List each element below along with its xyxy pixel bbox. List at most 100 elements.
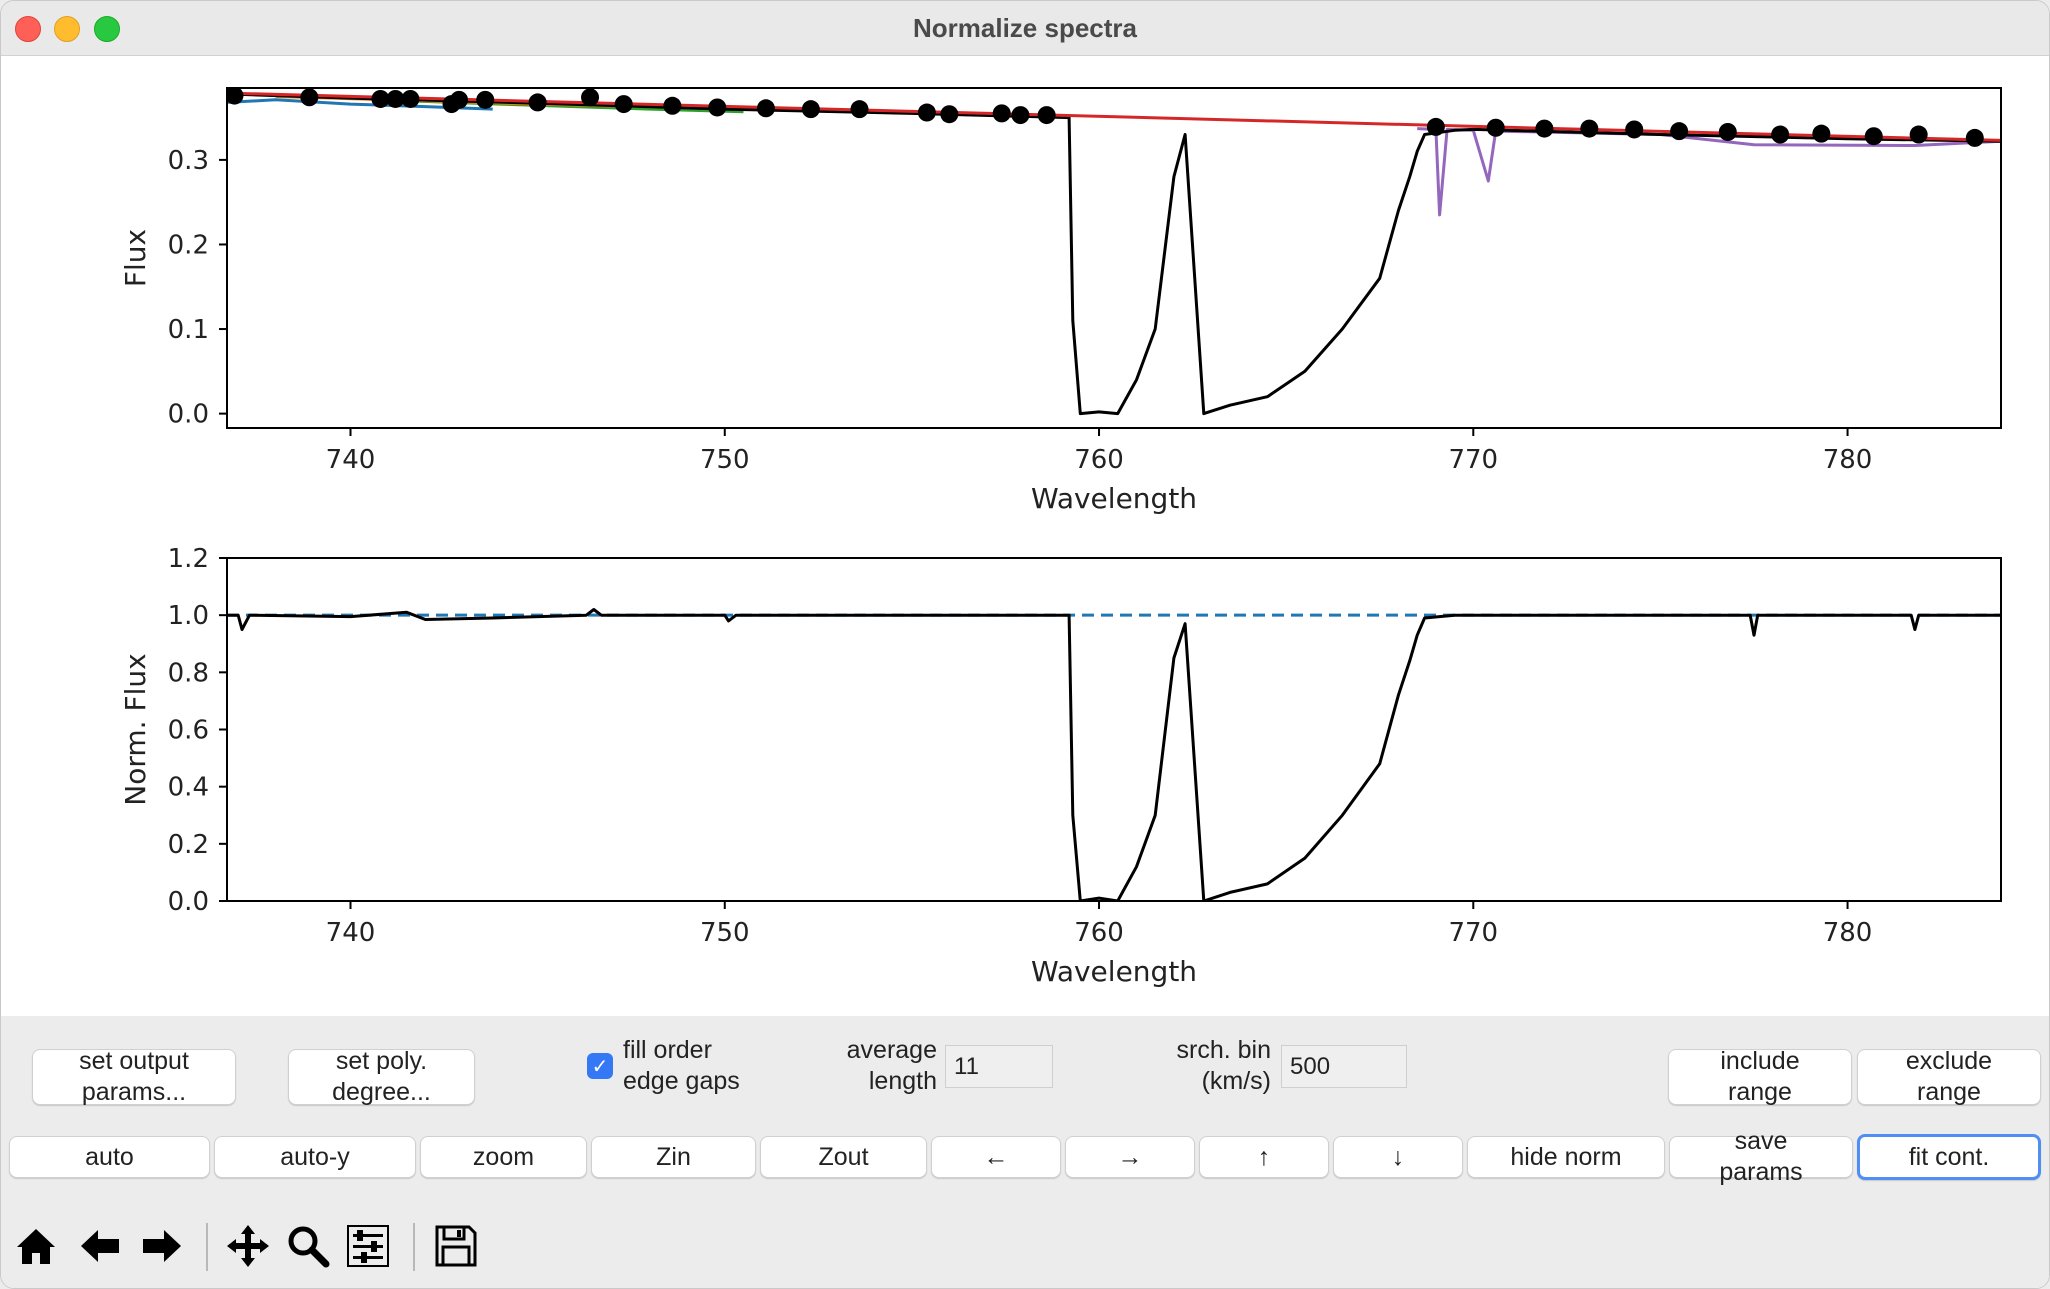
save-icon[interactable] xyxy=(433,1223,479,1269)
y-tick-label: 1.2 xyxy=(168,544,209,574)
continuum-point xyxy=(1718,122,1737,141)
y-tick-label: 0.0 xyxy=(168,887,209,917)
continuum-point xyxy=(1864,127,1883,146)
fit-cont-button[interactable]: fit cont. xyxy=(1857,1134,2041,1180)
continuum-fit-line xyxy=(227,91,2001,142)
x-tick-label: 780 xyxy=(1823,918,1873,948)
figure-svg[interactable]: 740 750 760 770 780 0.0 0.1 0.2 0.3 Wavelength Flu… xyxy=(1,56,2049,1016)
x-tick-label: 750 xyxy=(700,445,750,475)
set-output-params-button[interactable]: set output params... xyxy=(32,1047,236,1106)
y-axis-label: Flux xyxy=(119,229,152,287)
continuum-point xyxy=(940,105,959,124)
plot-series-group xyxy=(227,88,2001,416)
fill-order-edge-gaps-checkbox[interactable]: ✓ xyxy=(587,1053,613,1079)
continuum-point xyxy=(1965,128,1984,147)
y-tick-label: 0.6 xyxy=(168,716,209,746)
x-axis-label: Wavelength xyxy=(1031,955,1197,988)
home-icon[interactable] xyxy=(13,1223,59,1269)
configure-subplots-icon[interactable] xyxy=(345,1223,391,1269)
exclude-range-button[interactable]: exclude range xyxy=(1857,1047,2041,1106)
continuum-point xyxy=(528,93,547,112)
y-tick-label: 0.8 xyxy=(168,658,209,688)
forward-arrow-icon[interactable] xyxy=(139,1223,185,1269)
set-poly-degree-button[interactable]: set poly. degree... xyxy=(288,1047,475,1106)
continuum-point xyxy=(708,98,727,117)
continuum-point xyxy=(850,100,869,119)
continuum-point xyxy=(1625,120,1644,139)
include-range-label: include range xyxy=(1720,1047,1800,1106)
exclude-range-label: exclude range xyxy=(1905,1047,1993,1106)
continuum-point xyxy=(756,99,775,118)
x-tick-label: 740 xyxy=(326,445,376,475)
continuum-point xyxy=(1909,125,1928,144)
title-bar: Normalize spectra xyxy=(1,1,2049,56)
average-length-field[interactable]: 11 xyxy=(945,1045,1053,1088)
x-tick-label: 780 xyxy=(1823,445,1873,475)
window-title: Normalize spectra xyxy=(913,13,1137,43)
y-tick-label: 0.2 xyxy=(168,230,209,260)
continuum-point xyxy=(401,89,420,108)
set-output-params-label: set output params... xyxy=(79,1047,189,1106)
y-tick-label: 0.4 xyxy=(168,773,209,803)
y-tick-label: 0.0 xyxy=(168,400,209,430)
continuum-point xyxy=(386,89,405,108)
pan-down-button[interactable]: ↓ xyxy=(1333,1136,1463,1178)
continuum-point xyxy=(1670,122,1689,141)
zin-button[interactable]: Zin xyxy=(591,1136,756,1178)
plot-series-group xyxy=(227,608,2001,901)
continuum-point xyxy=(476,90,495,109)
zout-button[interactable]: Zout xyxy=(760,1136,927,1178)
srch-bin-label: srch. bin (km/s) xyxy=(1176,1036,1271,1095)
close-window-button[interactable] xyxy=(15,16,41,42)
hide-norm-button[interactable]: hide norm xyxy=(1467,1136,1665,1178)
srch-bin-field[interactable]: 500 xyxy=(1281,1045,1407,1088)
x-tick-label: 760 xyxy=(1074,445,1124,475)
continuum-point xyxy=(801,100,820,119)
pan-up-button[interactable]: ↑ xyxy=(1199,1136,1329,1178)
plot-frame xyxy=(226,87,2002,429)
plot-frame xyxy=(226,557,2002,902)
y-tick-label: 0.1 xyxy=(168,315,209,345)
save-params-label: save params xyxy=(1719,1127,1803,1186)
continuum-point xyxy=(992,104,1011,123)
fill-order-edge-gaps-label: fill order edge gaps xyxy=(623,1036,740,1095)
x-tick-label: 770 xyxy=(1448,918,1498,948)
auto-y-button[interactable]: auto-y xyxy=(214,1136,416,1178)
continuum-point xyxy=(1426,117,1445,136)
auto-button[interactable]: auto xyxy=(9,1136,210,1178)
continuum-point xyxy=(227,88,244,105)
minimize-window-button[interactable] xyxy=(54,16,80,42)
continuum-point xyxy=(371,89,390,108)
zoom-icon[interactable] xyxy=(285,1223,331,1269)
continuum-point xyxy=(450,90,469,109)
pan-left-button[interactable]: ← xyxy=(931,1136,1061,1178)
maximize-window-button[interactable] xyxy=(94,16,120,42)
plot-canvas[interactable]: 740 750 760 770 780 0.0 0.1 0.2 0.3 Wavelength Flu… xyxy=(1,56,2049,1016)
save-params-button[interactable]: save params xyxy=(1669,1127,1853,1186)
zoom-button[interactable]: zoom xyxy=(420,1136,587,1178)
series-line-0 xyxy=(227,608,2001,901)
x-axis-label: Wavelength xyxy=(1031,482,1197,515)
continuum-point xyxy=(614,95,633,114)
continuum-point xyxy=(1535,119,1554,138)
pan-icon[interactable] xyxy=(225,1223,271,1269)
controls-panel: set output params... set poly. degree...… xyxy=(1,1016,2049,1288)
continuum-point xyxy=(1812,124,1831,143)
continuum-point xyxy=(581,88,600,107)
pan-right-button[interactable]: → xyxy=(1065,1136,1195,1178)
continuum-point xyxy=(1011,106,1030,125)
y-tick-label: 0.2 xyxy=(168,830,209,860)
continuum-point xyxy=(1486,118,1505,137)
set-poly-degree-label: set poly. degree... xyxy=(332,1047,431,1106)
toolbar-separator xyxy=(413,1223,415,1271)
continuum-point xyxy=(1580,119,1599,138)
toolbar-separator xyxy=(206,1223,208,1271)
y-axis-label: Norm. Flux xyxy=(119,653,152,805)
continuum-point xyxy=(663,96,682,115)
include-range-button[interactable]: include range xyxy=(1668,1047,1852,1106)
y-tick-label: 1.0 xyxy=(168,601,209,631)
x-tick-label: 770 xyxy=(1448,445,1498,475)
continuum-point xyxy=(1037,106,1056,125)
back-arrow-icon[interactable] xyxy=(77,1223,123,1269)
